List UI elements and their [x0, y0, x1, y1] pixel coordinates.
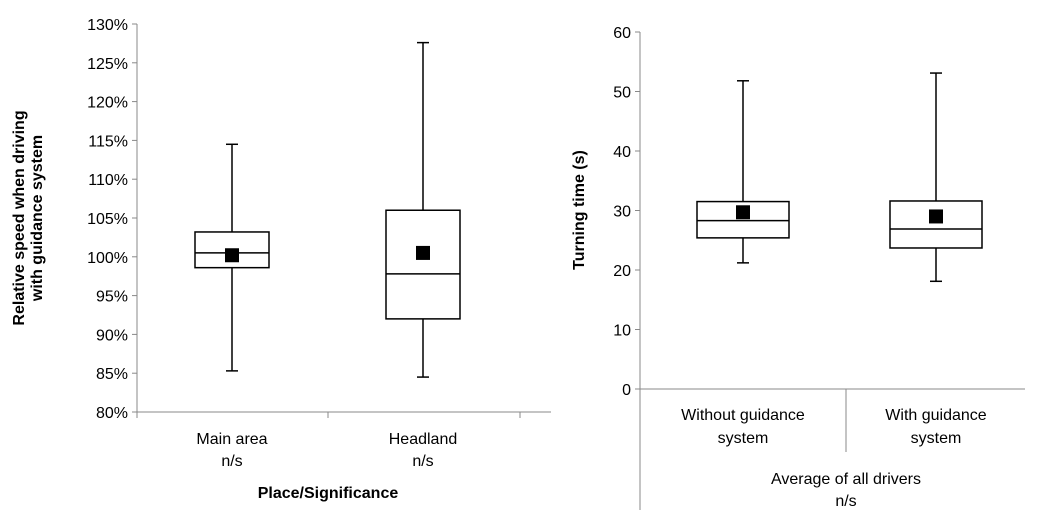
box-2: [385, 41, 461, 378]
left-y-tick-label: 80%: [96, 405, 128, 422]
left-cat-label-1a: Main area: [196, 431, 267, 448]
left-y-tick-label: 105%: [87, 211, 128, 228]
left-y-tick-label: 95%: [96, 289, 128, 306]
right-y-tick-label: 0: [622, 382, 631, 399]
box-1: [696, 80, 790, 264]
left-x-axis-title: Place/Significance: [258, 485, 399, 502]
right-boxes: [696, 72, 983, 283]
left-x-ticks: [136, 412, 521, 418]
left-boxes: [194, 41, 461, 378]
left-cat-label-2b: n/s: [412, 453, 433, 470]
right-group-label-line1: Average of all drivers: [771, 471, 921, 488]
box-2: [889, 72, 983, 283]
right-y-ticks: 0 10 20 30 40 50 60: [613, 25, 640, 399]
left-y-tick-label: 120%: [87, 95, 128, 112]
right-y-tick-label: 20: [613, 263, 631, 280]
left-y-axis-title-line2: with guidance system: [29, 135, 46, 302]
left-y-tick-label: 110%: [88, 172, 128, 189]
left-y-tick-label: 100%: [87, 250, 128, 267]
left-y-tick-label: 90%: [96, 327, 128, 344]
right-y-axis-title: Turning time (s): [571, 150, 588, 270]
left-y-ticks: 80% 85% 90% 95% 100% 105% 110% 115% 120% 125% 130%: [87, 17, 137, 422]
mean-marker: [736, 205, 750, 220]
right-cat-label-1a: Without guidance: [681, 407, 805, 424]
chart-right: 0 10 20 30 40 50 60 Without guidance system Wi…: [571, 25, 1025, 510]
left-y-tick-label: 85%: [96, 366, 128, 383]
right-cat-label-2b: system: [911, 430, 962, 447]
left-cat-label-1b: n/s: [221, 453, 242, 470]
right-y-tick-label: 50: [613, 85, 631, 102]
mean-marker: [929, 209, 943, 224]
left-y-tick-label: 115%: [88, 133, 128, 150]
left-cat-label-2a: Headland: [389, 431, 458, 448]
mean-marker: [416, 245, 430, 260]
box-1: [194, 143, 270, 372]
chart-left: 80% 85% 90% 95% 100% 105% 110% 115% 120% 125% 130%…: [11, 17, 551, 502]
iqr-box: [889, 200, 983, 249]
left-y-tick-label: 130%: [87, 17, 128, 34]
left-y-axis-title-line1: Relative speed when driving: [11, 110, 28, 325]
right-group-label-line2: n/s: [835, 493, 856, 510]
right-y-tick-label: 60: [613, 25, 631, 42]
right-cat-label-1b: system: [718, 430, 769, 447]
right-y-tick-label: 40: [613, 144, 631, 161]
iqr-box: [385, 209, 461, 320]
left-y-tick-label: 125%: [87, 56, 128, 73]
right-y-tick-label: 30: [613, 204, 631, 221]
right-y-tick-label: 10: [613, 323, 631, 340]
right-cat-label-2a: With guidance: [885, 407, 986, 424]
mean-marker: [225, 248, 239, 263]
